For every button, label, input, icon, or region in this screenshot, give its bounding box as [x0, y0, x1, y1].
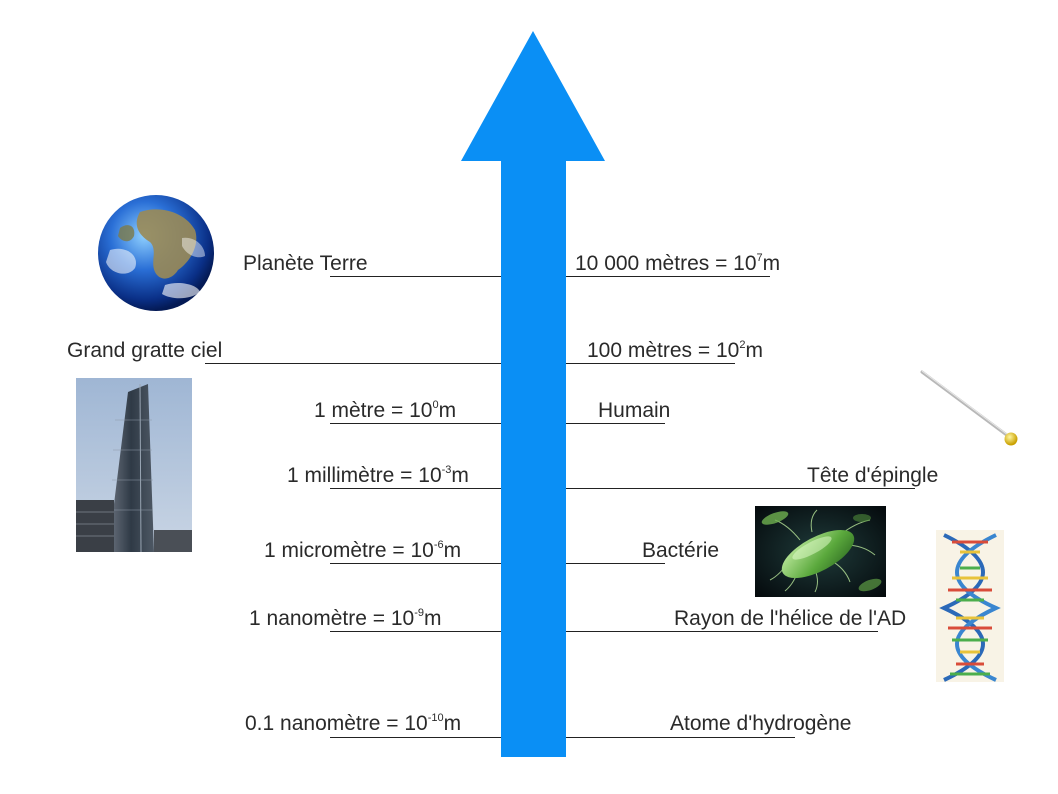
- label-bacteria-size: 1 micromètre = 10-6m: [264, 539, 461, 563]
- pin-image: [920, 370, 1018, 446]
- label-bacteria-size-exponent: -6: [433, 539, 444, 551]
- label-earth-object: Planète Terre: [243, 252, 368, 275]
- label-skyscraper-object: Grand gratte ciel: [67, 339, 223, 362]
- label-hydrogen-object: Atome d'hydrogène: [670, 712, 852, 735]
- label-earth-size-unit: m: [762, 252, 781, 275]
- label-pin-size-unit: m: [451, 464, 469, 487]
- label-human-object: Humain: [598, 399, 671, 422]
- label-human-size-unit: m: [438, 399, 457, 422]
- label-dna-object: Rayon de l'hélice de l'AD: [674, 607, 907, 630]
- label-human-size-base: 1 mètre = 10: [314, 399, 433, 422]
- scale-arrow: [461, 31, 605, 757]
- label-skyscraper-size-base: 100 mètres = 10: [587, 339, 740, 362]
- label-pin-size-base: 1 millimètre = 10: [287, 464, 442, 487]
- label-hydrogen-size-exponent: -10: [427, 712, 444, 724]
- label-bacteria-size-unit: m: [443, 539, 462, 562]
- label-skyscraper-size: 100 mètres = 102m: [587, 339, 763, 363]
- label-dna-size-base: 1 nanomètre = 10: [249, 607, 415, 630]
- label-bacteria-size-base: 1 micromètre = 10: [264, 539, 434, 562]
- label-skyscraper-size-exponent: 2: [739, 339, 746, 351]
- label-pin-size-exponent: -3: [441, 464, 452, 476]
- earth-image: [98, 195, 214, 311]
- bacteria-image: [755, 506, 886, 597]
- label-hydrogen-size-unit: m: [443, 712, 462, 735]
- label-dna-size-unit: m: [423, 607, 442, 630]
- label-human-size-exponent: 0: [432, 399, 439, 411]
- label-earth-size: 10 000 mètres = 107m: [575, 252, 780, 276]
- label-dna-size-exponent: -9: [414, 607, 424, 619]
- label-earth-size-exponent: 7: [756, 252, 763, 264]
- label-skyscraper-size-unit: m: [745, 339, 763, 362]
- label-bacteria-object: Bactérie: [642, 539, 720, 562]
- skyscraper-image: [76, 378, 192, 553]
- label-hydrogen-size-base: 0.1 nanomètre = 10: [245, 712, 428, 735]
- label-hydrogen-size: 0.1 nanomètre = 10-10m: [245, 712, 461, 736]
- dna-image: [936, 530, 1004, 682]
- label-human-size: 1 mètre = 100m: [314, 399, 456, 423]
- label-earth-size-base: 10 000 mètres = 10: [575, 252, 757, 275]
- label-pin-object: Tête d'épingle: [807, 464, 939, 487]
- label-dna-size: 1 nanomètre = 10-9m: [249, 607, 441, 631]
- label-pin-size: 1 millimètre = 10-3m: [287, 464, 469, 488]
